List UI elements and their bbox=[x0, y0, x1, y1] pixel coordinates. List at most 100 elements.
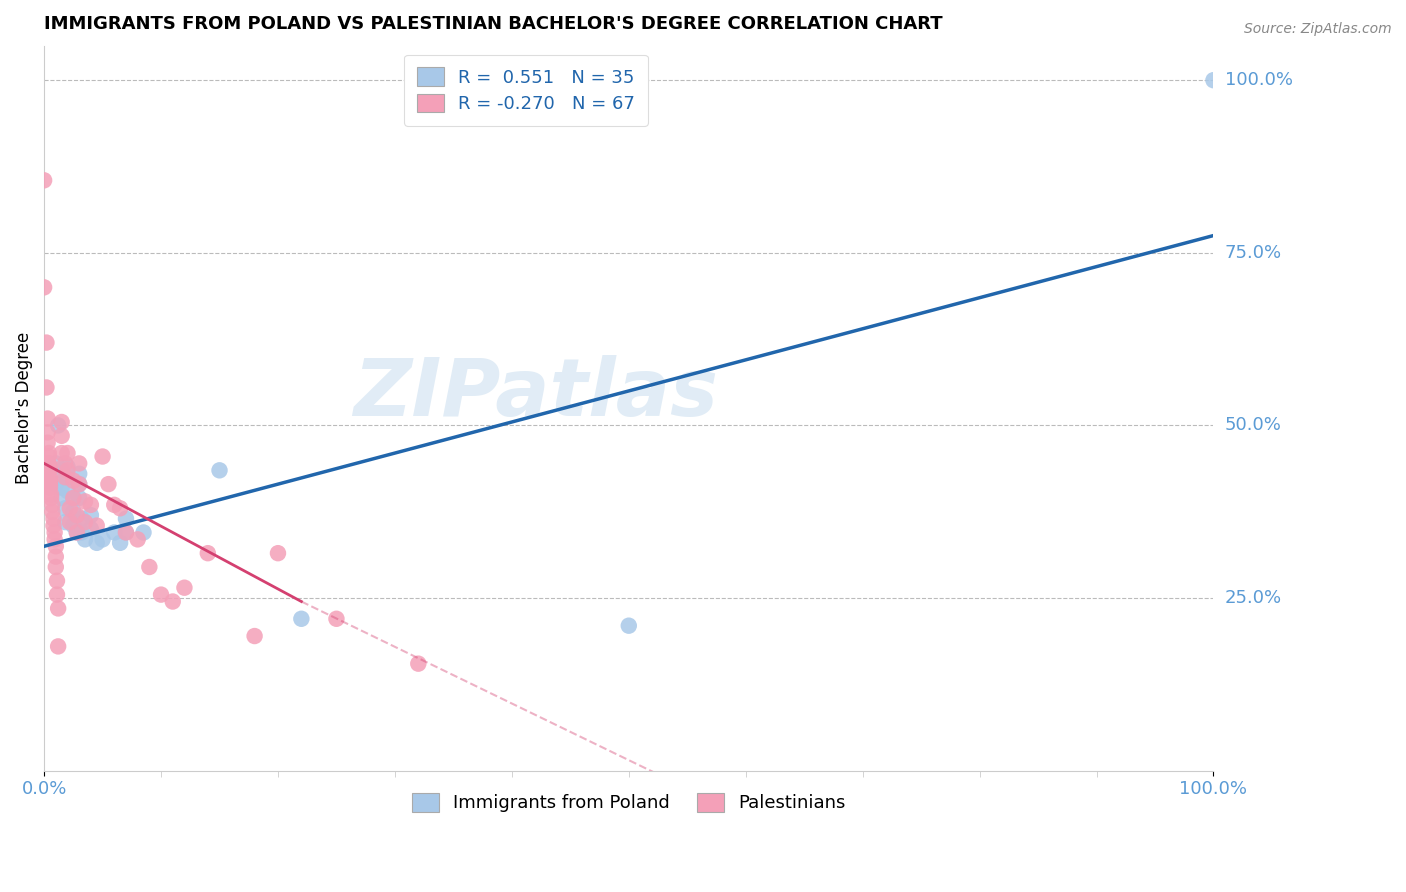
Point bbox=[42, 511, 65, 525]
Point bbox=[44, 533, 66, 547]
Point bbox=[73, 515, 96, 529]
Point bbox=[56, 463, 79, 477]
Point bbox=[127, 533, 149, 547]
Point bbox=[45, 477, 67, 491]
Point bbox=[290, 612, 312, 626]
Point bbox=[38, 446, 60, 460]
Point bbox=[59, 515, 82, 529]
Point bbox=[51, 415, 73, 429]
Point bbox=[70, 525, 93, 540]
Point bbox=[41, 498, 63, 512]
Point bbox=[35, 380, 58, 394]
Point bbox=[66, 508, 89, 523]
Point bbox=[51, 463, 73, 477]
Point bbox=[38, 450, 60, 464]
Point bbox=[86, 518, 108, 533]
Point bbox=[62, 474, 84, 488]
Point bbox=[39, 487, 62, 501]
Point bbox=[39, 459, 62, 474]
Text: 100.0%: 100.0% bbox=[1225, 71, 1292, 89]
Point bbox=[39, 463, 62, 477]
Point bbox=[41, 505, 63, 519]
Point bbox=[35, 335, 58, 350]
Point bbox=[51, 481, 73, 495]
Point bbox=[86, 536, 108, 550]
Point bbox=[39, 477, 62, 491]
Legend: Immigrants from Poland, Palestinians: Immigrants from Poland, Palestinians bbox=[398, 779, 860, 827]
Text: ZIPatlas: ZIPatlas bbox=[353, 355, 717, 433]
Point bbox=[115, 525, 138, 540]
Point bbox=[80, 498, 103, 512]
Point bbox=[267, 546, 290, 560]
Point bbox=[46, 640, 69, 654]
Point bbox=[39, 491, 62, 505]
Point bbox=[66, 525, 89, 540]
Point bbox=[56, 470, 79, 484]
Point bbox=[91, 533, 114, 547]
Text: 75.0%: 75.0% bbox=[1225, 244, 1282, 262]
Point bbox=[51, 446, 73, 460]
Point bbox=[73, 533, 96, 547]
Point bbox=[46, 588, 69, 602]
Point bbox=[45, 549, 67, 564]
Point bbox=[39, 474, 62, 488]
Point bbox=[91, 450, 114, 464]
Point bbox=[46, 601, 69, 615]
Point bbox=[32, 280, 55, 294]
Point bbox=[62, 491, 84, 505]
Point bbox=[45, 457, 67, 471]
Point bbox=[46, 574, 69, 588]
Y-axis label: Bachelor's Degree: Bachelor's Degree bbox=[15, 332, 32, 484]
Point bbox=[197, 546, 219, 560]
Point bbox=[243, 629, 266, 643]
Text: Source: ZipAtlas.com: Source: ZipAtlas.com bbox=[1244, 22, 1392, 37]
Point bbox=[70, 511, 93, 525]
Point bbox=[53, 515, 76, 529]
Point bbox=[53, 470, 76, 484]
Point bbox=[617, 618, 640, 632]
Point bbox=[67, 467, 90, 481]
Point bbox=[103, 525, 125, 540]
Point bbox=[38, 457, 60, 471]
Point bbox=[173, 581, 195, 595]
Point bbox=[132, 525, 155, 540]
Point bbox=[39, 470, 62, 484]
Point bbox=[67, 491, 90, 505]
Point bbox=[42, 518, 65, 533]
Point bbox=[108, 501, 131, 516]
Point bbox=[325, 612, 347, 626]
Point bbox=[67, 477, 90, 491]
Text: IMMIGRANTS FROM POLAND VS PALESTINIAN BACHELOR'S DEGREE CORRELATION CHART: IMMIGRANTS FROM POLAND VS PALESTINIAN BA… bbox=[44, 15, 943, 33]
Point bbox=[108, 536, 131, 550]
Point bbox=[66, 525, 89, 540]
Point bbox=[44, 525, 66, 540]
Point bbox=[62, 491, 84, 505]
Point bbox=[37, 474, 59, 488]
Point bbox=[62, 518, 84, 533]
Point bbox=[150, 588, 173, 602]
Point bbox=[32, 173, 55, 187]
Point bbox=[67, 477, 90, 491]
Point bbox=[115, 511, 138, 525]
Point bbox=[162, 594, 184, 608]
Point bbox=[103, 498, 125, 512]
Point bbox=[35, 463, 58, 477]
Point bbox=[208, 463, 231, 477]
Point bbox=[1202, 73, 1225, 87]
Point bbox=[80, 508, 103, 523]
Point bbox=[408, 657, 430, 671]
Point bbox=[37, 435, 59, 450]
Point bbox=[62, 505, 84, 519]
Point bbox=[45, 560, 67, 574]
Point bbox=[56, 459, 79, 474]
Point bbox=[115, 525, 138, 540]
Point bbox=[59, 501, 82, 516]
Point bbox=[138, 560, 160, 574]
Point bbox=[80, 522, 103, 536]
Point bbox=[46, 418, 69, 433]
Point bbox=[67, 457, 90, 471]
Point bbox=[56, 483, 79, 498]
Point bbox=[97, 477, 120, 491]
Point bbox=[73, 494, 96, 508]
Point bbox=[53, 501, 76, 516]
